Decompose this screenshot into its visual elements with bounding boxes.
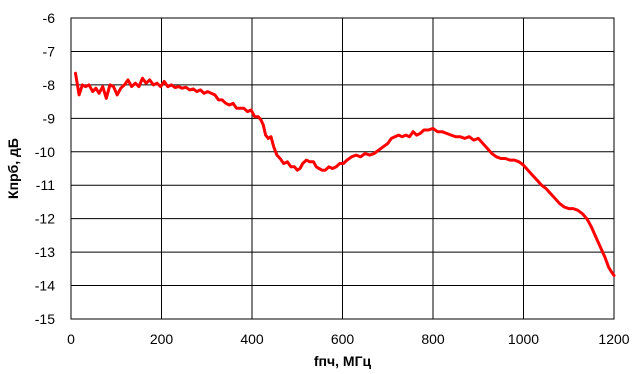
series-layer	[74, 71, 616, 277]
y-tick-label: -14	[35, 278, 55, 294]
x-tick-label: 1000	[508, 331, 539, 347]
y-tick-label: -8	[43, 77, 56, 93]
x-tick-label: 1200	[598, 331, 629, 347]
x-tick-label: 400	[240, 331, 264, 347]
y-tick-label: -13	[35, 244, 55, 260]
vertical-gridlines	[70, 18, 615, 319]
y-tick-labels: -6 -7 -8 -9 -10 -11 -12 -13 -14 -15	[35, 10, 55, 327]
y-tick-label: -6	[43, 10, 56, 26]
x-tick-labels: 0 200 400 600 800 1000 1200	[67, 331, 630, 347]
x-tick-label: 200	[150, 331, 174, 347]
y-tick-label: -15	[35, 311, 55, 327]
y-tick-label: -11	[36, 177, 55, 193]
y-axis-label: Кпрб, дБ	[5, 138, 21, 199]
y-tick-label: -10	[35, 144, 55, 160]
x-tick-label: 600	[331, 331, 355, 347]
y-tick-label: -12	[35, 211, 55, 227]
x-tick-label: 0	[67, 331, 75, 347]
y-tick-label: -9	[43, 110, 56, 126]
series-line	[74, 71, 616, 277]
plot-frame	[70, 17, 615, 320]
y-tick-label: -7	[43, 43, 56, 59]
x-axis-label: fпч, МГц	[314, 353, 372, 369]
x-tick-label: 800	[421, 331, 445, 347]
